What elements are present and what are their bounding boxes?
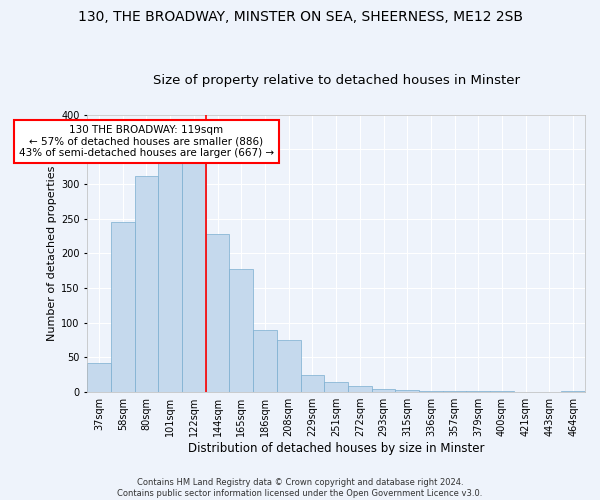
Bar	[348, 386, 371, 392]
Bar	[395, 390, 419, 392]
Text: 130, THE BROADWAY, MINSTER ON SEA, SHEERNESS, ME12 2SB: 130, THE BROADWAY, MINSTER ON SEA, SHEER…	[77, 10, 523, 24]
Bar	[134, 176, 158, 392]
Bar	[182, 160, 206, 392]
Text: 130 THE BROADWAY: 119sqm
← 57% of detached houses are smaller (886)
43% of semi-: 130 THE BROADWAY: 119sqm ← 57% of detach…	[19, 125, 274, 158]
Bar	[371, 390, 395, 392]
Bar	[206, 234, 229, 392]
Bar	[301, 376, 324, 392]
Bar	[277, 340, 301, 392]
X-axis label: Distribution of detached houses by size in Minster: Distribution of detached houses by size …	[188, 442, 484, 455]
Bar	[466, 390, 490, 392]
Bar	[87, 363, 111, 392]
Bar	[229, 268, 253, 392]
Bar	[324, 382, 348, 392]
Bar	[158, 160, 182, 392]
Bar	[111, 222, 134, 392]
Y-axis label: Number of detached properties: Number of detached properties	[47, 166, 57, 341]
Title: Size of property relative to detached houses in Minster: Size of property relative to detached ho…	[152, 74, 520, 87]
Bar	[419, 390, 443, 392]
Text: Contains HM Land Registry data © Crown copyright and database right 2024.
Contai: Contains HM Land Registry data © Crown c…	[118, 478, 482, 498]
Bar	[253, 330, 277, 392]
